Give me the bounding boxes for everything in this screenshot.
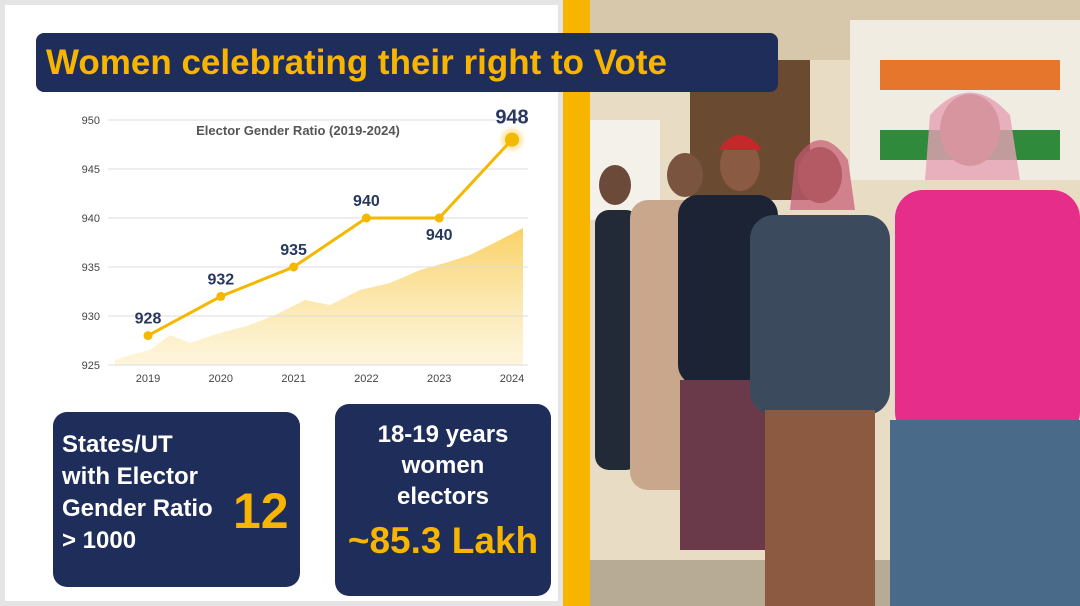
y-tick-label: 925 bbox=[82, 360, 100, 372]
card-label: States/UT with Elector Gender Ratio > 10… bbox=[62, 431, 213, 554]
data-label: 948 bbox=[495, 107, 528, 129]
stat-card: 18-19 years women electors ~85.3 Lakh bbox=[335, 404, 551, 596]
card-label: 18-19 years women electors bbox=[377, 421, 509, 510]
point bbox=[216, 291, 226, 301]
x-tick-label: 2022 bbox=[354, 373, 378, 385]
accent-stripe bbox=[563, 0, 590, 606]
decorative-area bbox=[115, 228, 523, 365]
title: Women celebrating their right to Vote bbox=[36, 33, 778, 92]
point bbox=[505, 132, 519, 147]
stat-card: States/UT with Elector Gender Ratio > 10… bbox=[53, 412, 300, 587]
y-tick-label: 950 bbox=[82, 115, 100, 127]
x-tick-label: 2019 bbox=[136, 373, 160, 385]
point bbox=[289, 262, 299, 272]
y-tick-label: 945 bbox=[82, 164, 100, 176]
photo bbox=[590, 0, 1080, 606]
y-tick-label: 935 bbox=[82, 262, 100, 274]
x-tick-label: 2023 bbox=[427, 373, 451, 385]
card-value: 12 bbox=[233, 483, 289, 539]
y-tick-label: 930 bbox=[82, 311, 100, 323]
data-label: 928 bbox=[135, 311, 162, 328]
chart-title: Elector Gender Ratio (2019-2024) bbox=[196, 123, 400, 138]
x-tick-label: 2021 bbox=[281, 373, 305, 385]
point bbox=[361, 213, 371, 223]
data-label: 940 bbox=[426, 227, 453, 244]
line bbox=[147, 138, 514, 337]
y-tick-label: 940 bbox=[82, 213, 100, 225]
data-label: 932 bbox=[207, 271, 234, 288]
point bbox=[434, 213, 444, 223]
card-value: ~85.3 Lakh bbox=[347, 520, 539, 561]
x-tick-label: 2024 bbox=[500, 373, 524, 385]
data-label: 940 bbox=[353, 193, 380, 210]
data-label: 935 bbox=[280, 242, 307, 259]
x-tick-label: 2020 bbox=[209, 373, 233, 385]
point bbox=[143, 331, 153, 341]
chart: Elector Gender Ratio (2019-2024) 925 930 9… bbox=[82, 107, 529, 385]
